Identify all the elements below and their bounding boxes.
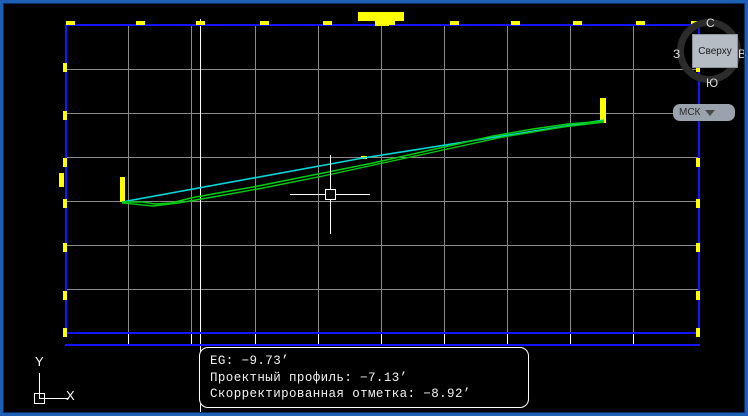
grip-handle[interactable] [696, 328, 700, 337]
grip-handle[interactable] [386, 21, 395, 25]
grip-handle[interactable] [63, 291, 67, 300]
grid-line-v [507, 25, 508, 335]
ucs-origin-box [34, 393, 45, 404]
grid-tick-bottom [381, 332, 382, 344]
boundary-bottom-2[interactable] [65, 344, 700, 346]
boundary-bottom[interactable] [65, 332, 700, 334]
grip-handle[interactable] [696, 199, 700, 208]
ucs-axis-x [39, 398, 69, 399]
grip-handle[interactable] [511, 21, 520, 25]
grid-line-h [65, 69, 699, 70]
grid-tick-bottom [507, 332, 508, 344]
chevron-down-icon[interactable] [705, 109, 716, 116]
selected-text-entity[interactable] [358, 12, 404, 21]
grid-tick-bottom [444, 332, 445, 344]
station-marker-right[interactable] [600, 98, 606, 123]
tooltip-line-eg: EG: −9.73’ [210, 354, 290, 368]
grid-line-v [570, 25, 571, 335]
grid-line-v [633, 25, 634, 335]
compass-west-label[interactable]: З [673, 47, 681, 61]
boundary-right[interactable] [698, 24, 700, 335]
elevation-tooltip: EG: −9.73’ Проектный профиль: −7.13’ Ско… [199, 347, 529, 408]
grid-tick-bottom [633, 332, 634, 344]
grid-tick-bottom [191, 332, 192, 344]
grid-line-v [255, 25, 256, 335]
view-cube-top-face[interactable]: Сверху [692, 34, 738, 68]
design-profile-line[interactable] [121, 119, 605, 203]
grid-line-h [65, 201, 699, 202]
ucs-y-label: Y [35, 354, 44, 369]
grip-handle[interactable] [636, 21, 645, 25]
grid-tick-bottom [318, 332, 319, 344]
selected-text-entity-tail[interactable] [375, 21, 389, 26]
grip-handle[interactable] [63, 328, 67, 337]
grip-handle[interactable] [66, 21, 75, 25]
grip-handle[interactable] [63, 199, 67, 208]
grip-handle[interactable] [63, 243, 67, 252]
compass-south-label[interactable]: Ю [706, 76, 719, 90]
grid-line-h [65, 113, 699, 114]
tooltip-line-corrected: Скорректированная отметка: −8.92’ [210, 387, 471, 401]
ucs-dropdown[interactable]: МСК [673, 104, 735, 121]
grid-line-v [128, 25, 129, 335]
boundary-left[interactable] [65, 24, 67, 335]
grip-handle[interactable] [696, 243, 700, 252]
grip-handle[interactable] [63, 158, 67, 167]
grip-handle[interactable] [696, 158, 700, 167]
grip-handle[interactable] [63, 111, 67, 120]
grid-line-v [381, 25, 382, 335]
ucs-axis-y [39, 373, 40, 398]
pickbox-cursor [325, 189, 336, 200]
grid-tick-bottom [128, 332, 129, 344]
grip-handle[interactable] [196, 21, 205, 25]
grid-line-v [191, 25, 192, 335]
view-cube[interactable]: С В Ю З Сверху [667, 9, 748, 93]
existing-ground-line[interactable] [122, 120, 605, 205]
pvi-marker[interactable] [361, 156, 367, 159]
grid-line-v-major [200, 19, 201, 413]
grid-tick-bottom [255, 332, 256, 344]
ucs-x-label: X [66, 388, 75, 403]
grip-handle[interactable] [260, 21, 269, 25]
drawing-canvas[interactable]: Y X [3, 3, 745, 413]
grip-handle[interactable] [450, 21, 459, 25]
grip-handle[interactable] [63, 63, 67, 72]
tooltip-line-design: Проектный профиль: −7.13’ [210, 370, 408, 385]
compass-east-label[interactable]: В [738, 47, 747, 61]
grid-line-h [65, 289, 699, 290]
grip-handle[interactable] [136, 21, 145, 25]
grip-handle[interactable] [696, 291, 700, 300]
grip-handle[interactable] [573, 21, 582, 25]
grip-handle[interactable] [323, 21, 332, 25]
grid-line-h [65, 157, 699, 158]
grid-tick-bottom [570, 332, 571, 344]
compass-north-label[interactable]: С [706, 16, 715, 30]
station-marker-left[interactable] [120, 177, 125, 202]
grid-line-v [444, 25, 445, 335]
left-label-marker[interactable] [59, 173, 64, 187]
grid-line-h [65, 245, 699, 246]
grid-line-v [318, 25, 319, 335]
ucs-dropdown-label: МСК [679, 107, 701, 118]
